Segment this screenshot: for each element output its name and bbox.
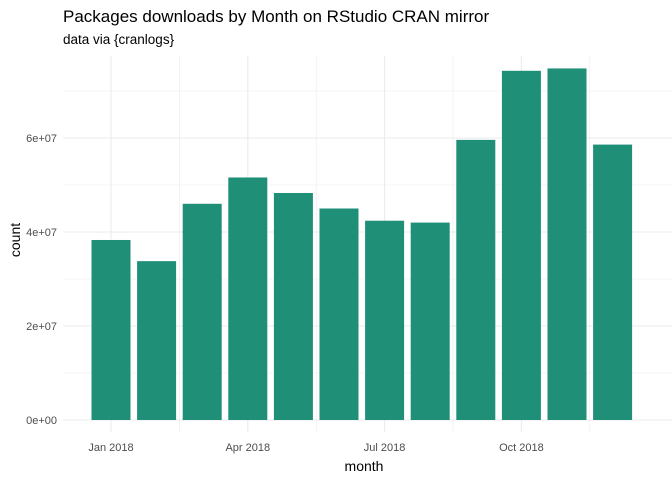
x-tick-label: Jul 2018	[364, 442, 406, 454]
y-tick-label: 6e+07	[26, 133, 57, 145]
x-axis-ticks: Jan 2018 Apr 2018 Jul 2018 Oct 2018	[88, 442, 543, 454]
bar-2018-05	[273, 192, 313, 420]
bar-2018-02	[137, 261, 177, 420]
bar-2018-04	[228, 177, 268, 420]
bar-2018-09	[456, 139, 496, 420]
bar-2018-08	[410, 222, 450, 420]
x-tick-label: Oct 2018	[499, 442, 544, 454]
bar-2018-12	[593, 144, 633, 420]
x-axis-title: month	[345, 458, 384, 474]
x-tick-label: Jan 2018	[88, 442, 133, 454]
bar-2018-10	[501, 70, 541, 420]
y-axis-title: count	[7, 223, 23, 257]
bars	[91, 68, 633, 420]
bar-2018-11	[547, 68, 587, 420]
bar-2018-06	[319, 208, 359, 420]
y-tick-label: 0e+00	[26, 415, 57, 427]
bar-2018-07	[365, 220, 405, 420]
chart-title: Packages downloads by Month on RStudio C…	[63, 7, 489, 26]
y-tick-label: 4e+07	[26, 227, 57, 239]
x-tick-label: Apr 2018	[225, 442, 270, 454]
chart-subtitle: data via {cranlogs}	[63, 32, 175, 47]
bar-2018-01	[91, 239, 131, 420]
y-tick-label: 2e+07	[26, 321, 57, 333]
bar-2018-03	[182, 203, 222, 420]
y-axis-ticks: 0e+00 2e+07 4e+07 6e+07	[26, 133, 57, 427]
